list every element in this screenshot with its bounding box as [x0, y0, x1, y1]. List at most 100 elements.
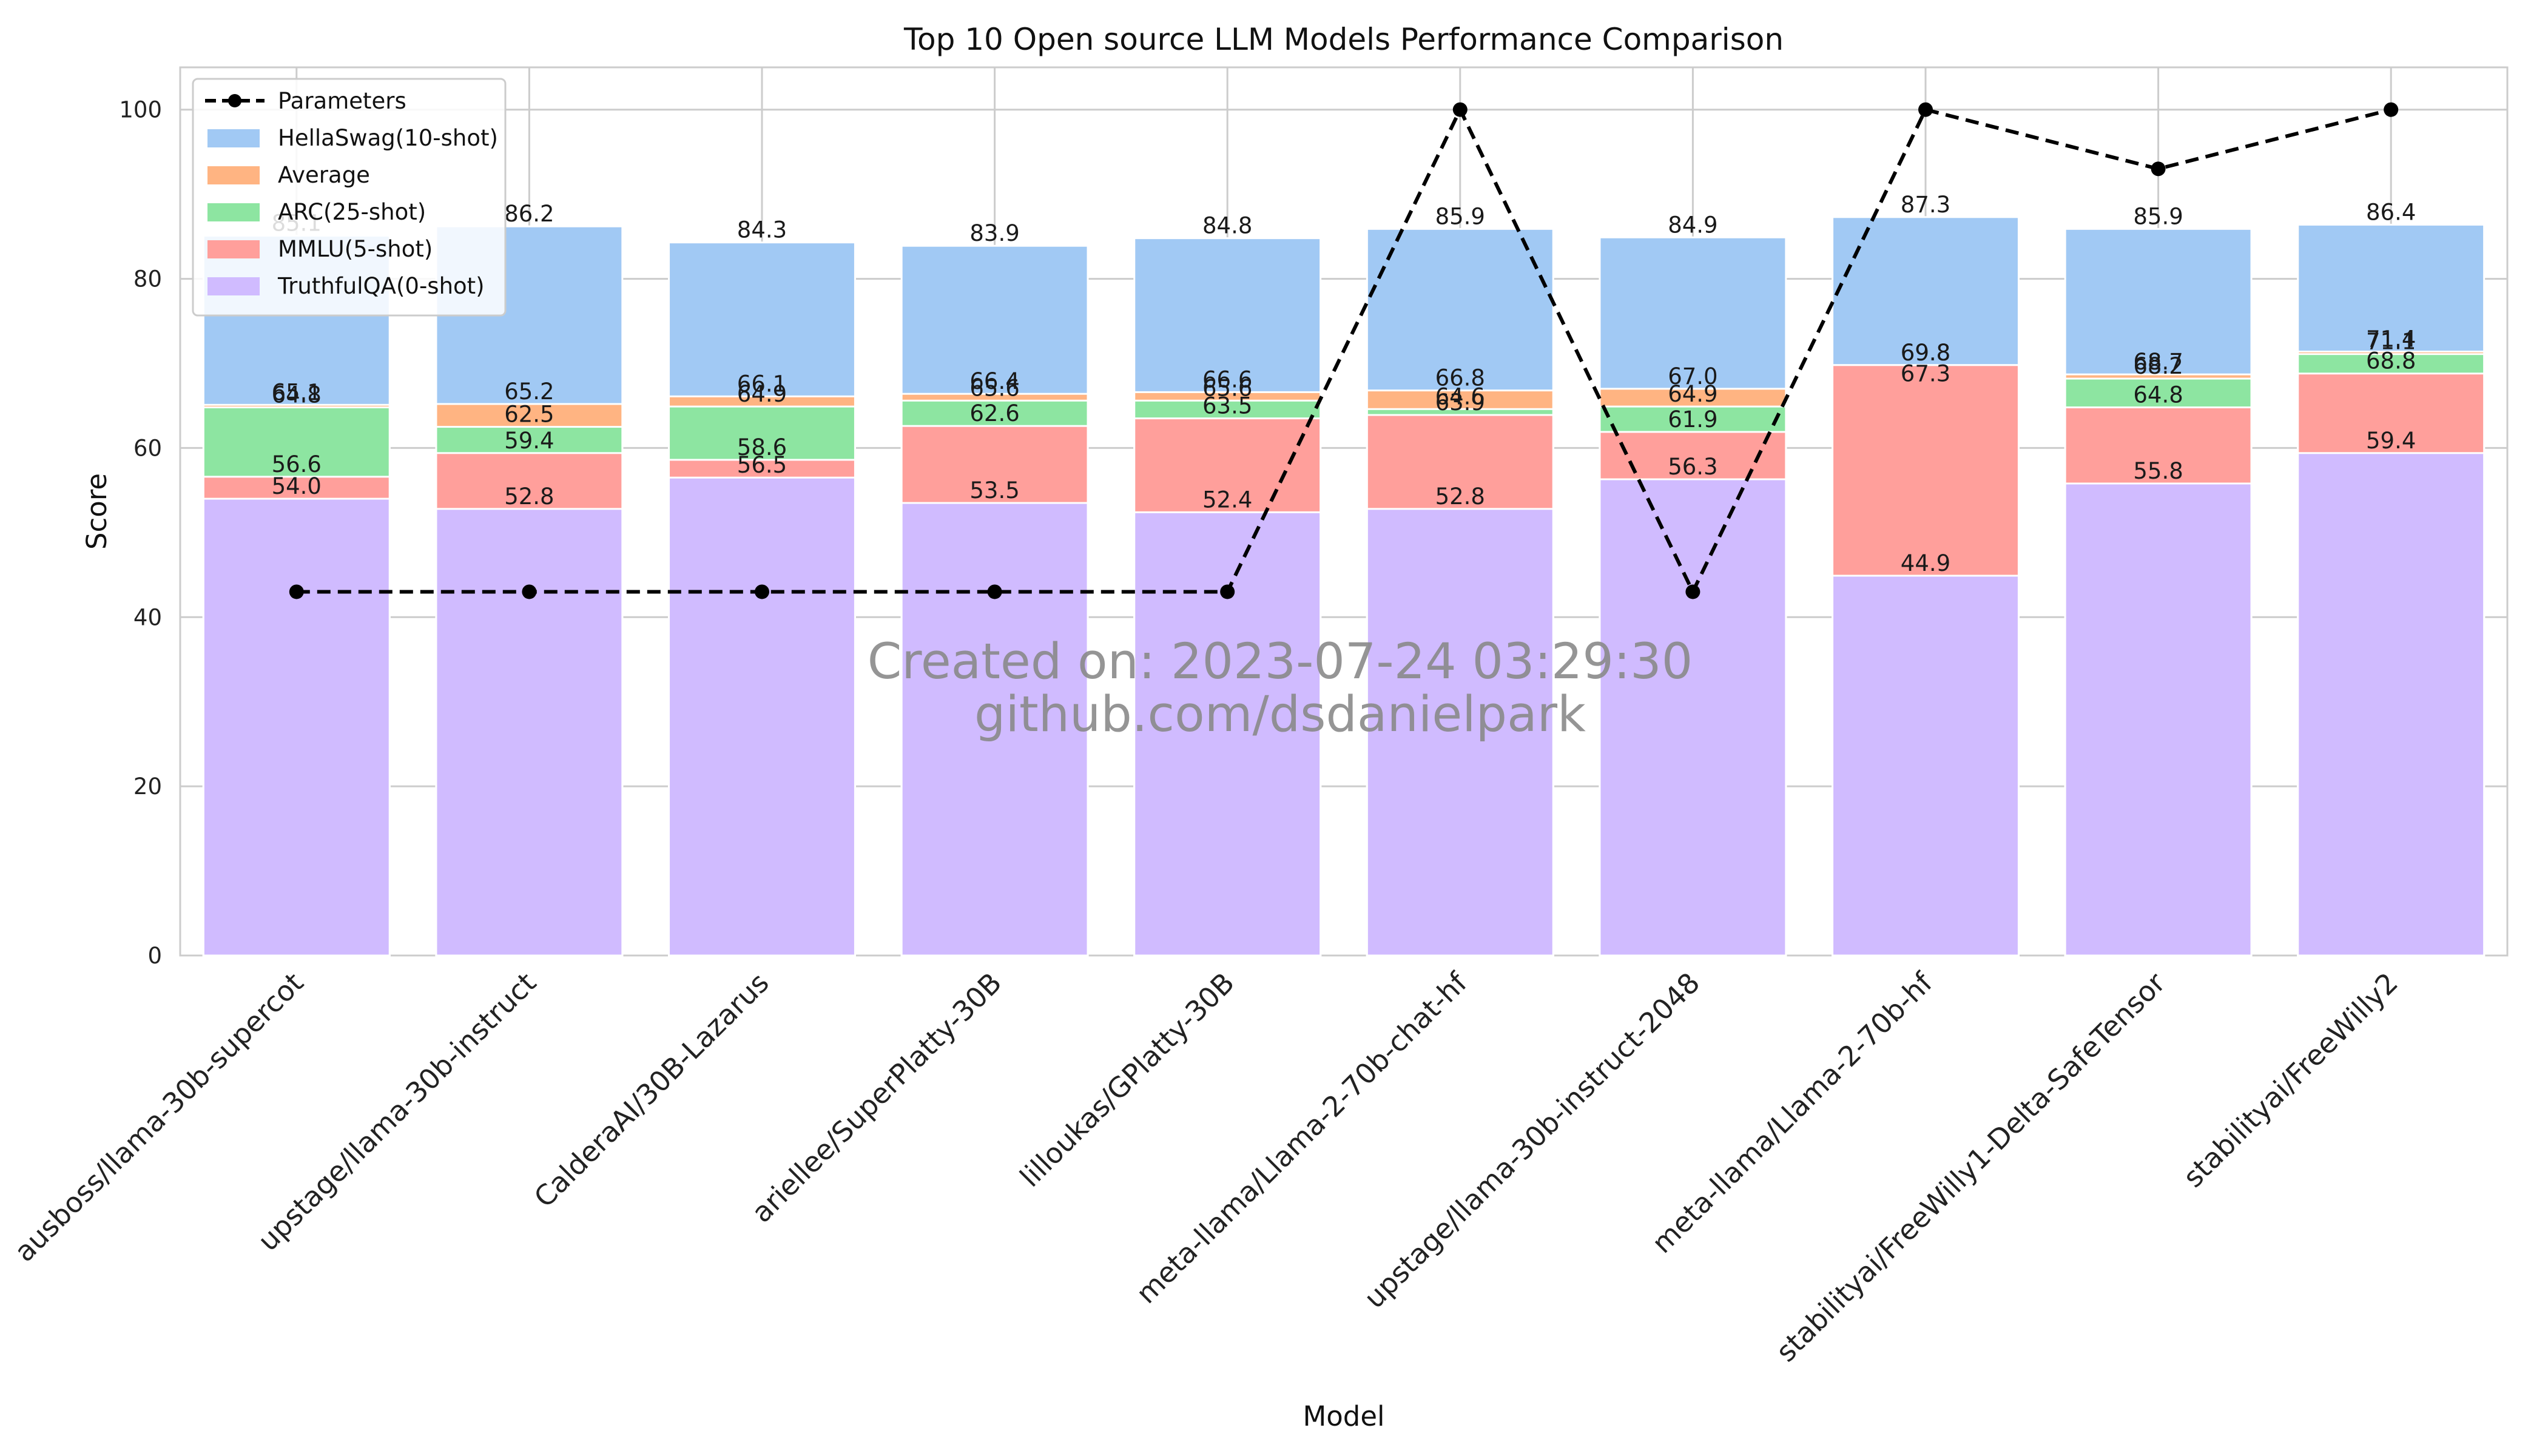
bar-truthfulqa-0-shot: [1366, 508, 1554, 957]
parameters-point: [2384, 102, 2399, 117]
data-label: 64.9: [737, 381, 787, 407]
parameters-point: [2151, 161, 2166, 177]
y-tick-label: 80: [133, 266, 162, 292]
x-axis-title: Model: [1303, 1400, 1384, 1432]
parameters-point: [987, 584, 1002, 599]
data-label: 87.3: [1901, 192, 1950, 218]
bar-truthfulqa-0-shot: [435, 508, 624, 957]
legend-label-parameters: Parameters: [278, 88, 406, 114]
bar-truthfulqa-0-shot: [900, 502, 1089, 957]
legend-swatch-arc-25-shot: [207, 203, 260, 221]
data-label: 66.6: [1202, 366, 1252, 393]
data-label: 86.2: [504, 201, 554, 227]
data-label: 65.6: [969, 375, 1019, 401]
data-label: 64.8: [272, 382, 322, 408]
parameters-point: [755, 584, 769, 599]
bar-truthfulqa-0-shot: [668, 476, 856, 957]
legend: Parameters HellaSwag(10-shot) Average ARC(2…: [192, 78, 507, 317]
bar-truthfulqa-0-shot: [1599, 478, 1787, 957]
data-label: 62.6: [969, 400, 1019, 426]
data-label: 64.9: [1668, 381, 1717, 407]
parameters-line-path: [296, 105, 2391, 596]
data-label: 59.4: [2366, 428, 2416, 454]
bar-truthfulqa-0-shot: [202, 497, 391, 957]
legend-label-average: Average: [278, 162, 370, 188]
data-label: 85.9: [2133, 203, 2183, 229]
legend-box: [192, 78, 507, 317]
parameters-point: [1918, 102, 1933, 117]
legend-marker-parameters: [228, 94, 241, 107]
parameters-point: [289, 584, 304, 599]
watermark-line-2: github.com/dsdanielpark: [974, 686, 1586, 743]
data-label: 56.6: [272, 451, 322, 477]
data-label: 64.8: [2133, 382, 2183, 408]
data-label: 71.1: [2366, 329, 2416, 355]
data-label: 63.5: [1202, 393, 1252, 419]
data-label: 71.4: [2366, 326, 2416, 352]
y-axis-ticks: 0 20 40 60 80 100: [119, 97, 162, 969]
data-label: 66.1: [737, 371, 787, 397]
data-label: 65.2: [504, 379, 554, 405]
data-label: 62.5: [504, 402, 554, 428]
watermark-line-1: Created on: 2023-07-24 03:29:30: [868, 633, 1693, 690]
legend-swatch-hellaswag-10-shot: [207, 129, 260, 147]
bar-truthfulqa-0-shot: [2064, 482, 2253, 957]
data-label: 84.9: [1668, 212, 1717, 238]
data-label: 61.9: [1668, 406, 1717, 433]
y-tick-label: 20: [133, 774, 162, 800]
data-label: 56.5: [737, 452, 787, 478]
y-tick-label: 0: [147, 943, 162, 969]
data-label: 68.7: [2133, 349, 2183, 375]
watermark: Created on: 2023-07-24 03:29:30 github.c…: [868, 633, 1693, 743]
bar-truthfulqa-0-shot: [1832, 575, 2020, 957]
parameters-line: [289, 102, 2399, 599]
data-label: 85.9: [1435, 203, 1485, 229]
data-label: 86.4: [2366, 199, 2416, 225]
data-label: 67.0: [1668, 363, 1717, 389]
legend-swatch-average: [207, 166, 260, 184]
bars: [202, 216, 2486, 957]
bar-truthfulqa-0-shot: [2297, 452, 2486, 957]
data-label: 63.9: [1435, 389, 1485, 416]
parameters-point: [1685, 584, 1700, 599]
data-label: 66.8: [1435, 365, 1485, 391]
data-label: 52.8: [1435, 484, 1485, 510]
data-label: 44.9: [1901, 550, 1950, 576]
data-label: 69.8: [1901, 340, 1950, 366]
legend-swatch-mmlu-5-shot: [207, 240, 260, 258]
data-label: 52.4: [1202, 487, 1252, 513]
data-label: 65.1: [272, 379, 322, 405]
data-label: 65.6: [1202, 375, 1252, 401]
data-label: 59.4: [504, 428, 554, 454]
data-label: 83.9: [969, 220, 1019, 246]
data-label: 56.3: [1668, 454, 1717, 480]
legend-label-arc-25-shot: ARC(25-shot): [278, 199, 426, 225]
y-tick-label: 60: [133, 435, 162, 461]
data-label: 53.5: [969, 477, 1019, 504]
data-label: 68.8: [2366, 348, 2416, 374]
legend-label-truthfulqa-0-shot: TruthfulQA(0-shot): [277, 273, 485, 299]
legend-swatch-truthfulqa-0-shot: [207, 277, 260, 295]
data-label: 66.4: [969, 368, 1019, 394]
data-label: 52.8: [504, 484, 554, 510]
parameters-point: [1220, 584, 1235, 599]
parameters-point: [1452, 102, 1468, 117]
chart-title: Top 10 Open source LLM Models Performanc…: [903, 22, 1784, 57]
data-label: 84.3: [737, 217, 787, 243]
legend-label-mmlu-5-shot: MMLU(5-shot): [278, 236, 433, 262]
data-labels: 85.165.164.856.654.086.265.262.559.452.8…: [272, 192, 2416, 576]
data-label: 58.6: [737, 434, 787, 460]
data-label: 67.3: [1901, 361, 1950, 387]
y-tick-label: 40: [133, 604, 162, 630]
data-label: 64.6: [1435, 383, 1485, 410]
data-label: 69.8: [1901, 340, 1950, 366]
data-label: 84.8: [1202, 213, 1252, 239]
data-label: 68.2: [2133, 353, 2183, 379]
data-label: 54.0: [272, 473, 322, 499]
parameters-point: [522, 584, 537, 599]
legend-label-hellaswag-10-shot: HellaSwag(10-shot): [278, 125, 498, 151]
y-axis-title: Score: [81, 473, 113, 550]
plot-frame: [179, 66, 2509, 957]
data-label: 55.8: [2133, 458, 2183, 484]
